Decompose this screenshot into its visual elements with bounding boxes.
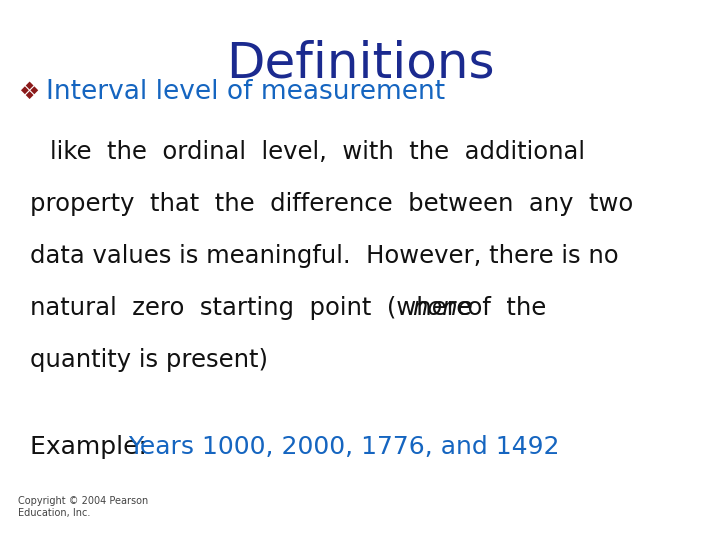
Text: property  that  the  difference  between  any  two: property that the difference between any… — [30, 192, 634, 216]
Text: Years 1000, 2000, 1776, and 1492: Years 1000, 2000, 1776, and 1492 — [128, 435, 559, 459]
Text: Copyright © 2004 Pearson
Education, Inc.: Copyright © 2004 Pearson Education, Inc. — [18, 496, 148, 518]
Text: ❖: ❖ — [18, 80, 39, 104]
Text: of  the: of the — [452, 296, 546, 320]
Text: data values is meaningful.  However, there is no: data values is meaningful. However, ther… — [30, 244, 618, 268]
Text: Example:: Example: — [30, 435, 163, 459]
Text: like  the  ordinal  level,  with  the  additional: like the ordinal level, with the additio… — [50, 140, 585, 164]
Text: Interval level of measurement: Interval level of measurement — [46, 79, 445, 105]
Text: none: none — [412, 296, 472, 320]
Text: quantity is present): quantity is present) — [30, 348, 268, 372]
Text: Definitions: Definitions — [225, 40, 495, 88]
Text: natural  zero  starting  point  (where: natural zero starting point (where — [30, 296, 487, 320]
